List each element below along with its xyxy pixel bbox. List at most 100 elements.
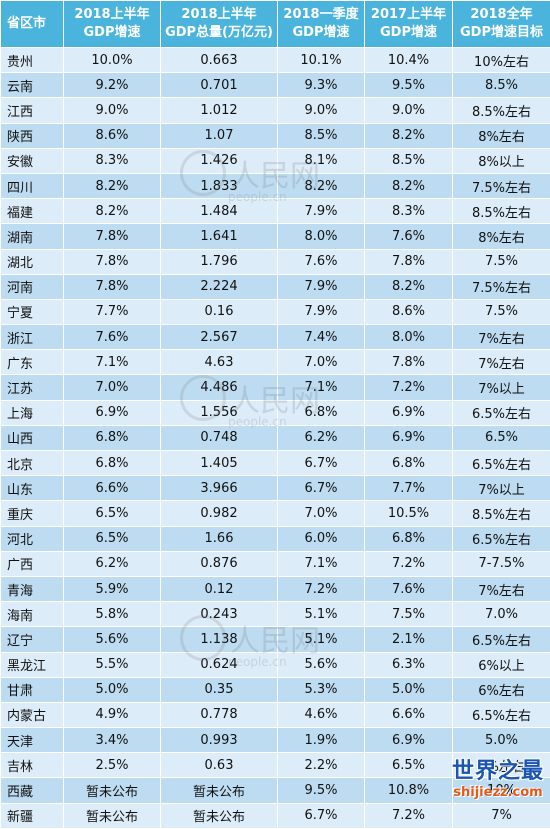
table-cell: 6.8% xyxy=(64,425,161,450)
table-cell: 3.966 xyxy=(161,476,278,501)
table-cell: 8.0% xyxy=(278,224,365,249)
table-cell: 10.0% xyxy=(64,48,161,73)
table-cell: 7.8% xyxy=(64,249,161,274)
table-cell: 5.1% xyxy=(278,627,365,652)
table-cell: 10%左右 xyxy=(453,48,550,73)
table-cell: 3.4% xyxy=(64,728,161,753)
province-cell: 湖南 xyxy=(1,224,64,249)
table-cell: 8.2% xyxy=(365,173,453,198)
table-cell: 8.2% xyxy=(64,173,161,198)
table-cell: 8.0% xyxy=(365,325,453,350)
table-cell: 6.0% xyxy=(278,526,365,551)
table-cell: 5.5% xyxy=(64,652,161,677)
table-cell: 7.6% xyxy=(365,576,453,601)
table-cell: 8.1% xyxy=(278,148,365,173)
province-cell: 青海 xyxy=(1,576,64,601)
table-cell: 8.3% xyxy=(64,148,161,173)
table-cell: 0.12 xyxy=(161,576,278,601)
table-cell: 7% xyxy=(453,803,550,828)
table-cell: 9.2% xyxy=(64,73,161,98)
table-cell: 7.6% xyxy=(64,325,161,350)
province-cell: 广西 xyxy=(1,551,64,576)
table-cell: 5.8% xyxy=(64,602,161,627)
table-cell: 7%左右 xyxy=(453,576,550,601)
table-cell: 5.9% xyxy=(64,576,161,601)
table-cell: 6.5%左右 xyxy=(453,526,550,551)
province-cell: 贵州 xyxy=(1,48,64,73)
table-cell: 7.0% xyxy=(278,501,365,526)
province-cell: 新疆 xyxy=(1,803,64,828)
table-cell: 8.2% xyxy=(64,199,161,224)
column-header-line: GDP增速 xyxy=(66,24,158,42)
province-cell: 浙江 xyxy=(1,325,64,350)
table-cell: 1.405 xyxy=(161,451,278,476)
table-cell: 0.63 xyxy=(161,753,278,778)
table-cell: 1.484 xyxy=(161,199,278,224)
table-cell: 6.7% xyxy=(278,451,365,476)
table-cell: 7.2% xyxy=(365,551,453,576)
table-cell: 6.5%左右 xyxy=(453,451,550,476)
province-cell: 天津 xyxy=(1,728,64,753)
table-cell: 6.7% xyxy=(278,476,365,501)
province-cell: 河北 xyxy=(1,526,64,551)
table-cell: 6.6% xyxy=(365,702,453,727)
table-cell: 7.8% xyxy=(64,274,161,299)
table-cell: 6.5%左右 xyxy=(453,702,550,727)
table-cell: 7.0% xyxy=(453,602,550,627)
table-cell: 4.63 xyxy=(161,350,278,375)
province-cell: 江苏 xyxy=(1,375,64,400)
column-header-line: 省区市 xyxy=(7,15,61,33)
table-cell: 7.6% xyxy=(365,224,453,249)
table-cell: 9.0% xyxy=(278,98,365,123)
table-cell: 8%左右 xyxy=(453,224,550,249)
table-cell: 6.5%左右 xyxy=(453,400,550,425)
table-cell: 暂未公布 xyxy=(64,778,161,803)
table-cell: 5.0% xyxy=(365,677,453,702)
table-cell: 8.2% xyxy=(278,173,365,198)
table-cell: 7.1% xyxy=(64,350,161,375)
table-cell: 10% xyxy=(453,778,550,803)
table-cell: 6.5% xyxy=(453,425,550,450)
table-cell: 0.993 xyxy=(161,728,278,753)
province-cell: 甘肃 xyxy=(1,677,64,702)
province-cell: 重庆 xyxy=(1,501,64,526)
column-header-line: 2018一季度 xyxy=(280,6,362,24)
province-cell: 山西 xyxy=(1,425,64,450)
table-cell: 0.701 xyxy=(161,73,278,98)
table-cell: 10.8% xyxy=(365,778,453,803)
column-header-line: GDP增速 xyxy=(280,24,362,42)
table-cell: 8.2% xyxy=(365,274,453,299)
table-cell: 7.4% xyxy=(278,325,365,350)
table-cell: 7-7.5% xyxy=(453,551,550,576)
table-cell: 6.9% xyxy=(64,400,161,425)
table-cell: 1.641 xyxy=(161,224,278,249)
table-cell: 9.3% xyxy=(278,73,365,98)
table-cell: 1.426 xyxy=(161,148,278,173)
table-cell: 7.5%左右 xyxy=(453,173,550,198)
table-cell: 7.0% xyxy=(278,350,365,375)
table-cell: 2.224 xyxy=(161,274,278,299)
table-cell: 0.35 xyxy=(161,677,278,702)
table-cell: 8%以上 xyxy=(453,148,550,173)
table-cell: 6.2% xyxy=(64,551,161,576)
province-cell: 内蒙古 xyxy=(1,702,64,727)
province-cell: 宁夏 xyxy=(1,299,64,324)
table-cell: 1.796 xyxy=(161,249,278,274)
